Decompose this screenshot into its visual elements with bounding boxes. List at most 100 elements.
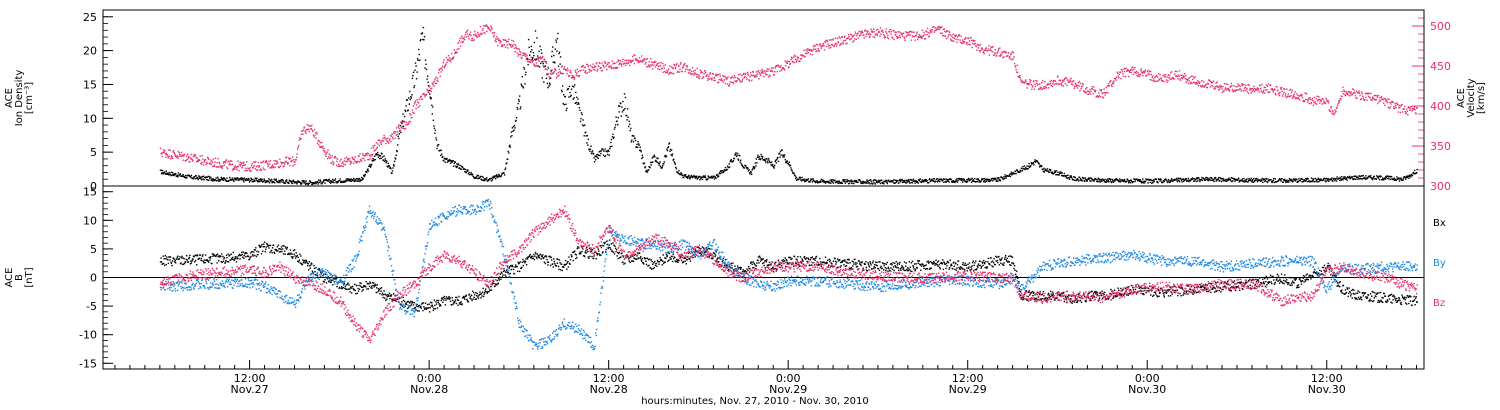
data-point: [1393, 177, 1395, 179]
data-point: [815, 181, 817, 183]
data-point: [1168, 74, 1171, 77]
data-point: [1081, 180, 1083, 182]
data-point: [557, 65, 560, 67]
data-point: [668, 143, 670, 145]
data-point: [1272, 91, 1274, 93]
data-point: [509, 44, 511, 47]
data-point: [862, 32, 864, 34]
data-point: [451, 161, 453, 163]
data-point: [1132, 66, 1134, 68]
data-point: [909, 182, 911, 184]
data-point: [741, 80, 743, 82]
data-point: [737, 78, 739, 80]
data-point: [538, 66, 541, 68]
data-point: [509, 43, 511, 46]
data-point: [185, 261, 187, 263]
data-point: [1041, 81, 1043, 84]
data-point: [665, 155, 668, 158]
data-point: [190, 158, 192, 160]
data-point: [589, 150, 591, 152]
data-point: [462, 166, 464, 168]
data-point: [768, 160, 771, 163]
data-point: [337, 163, 340, 165]
data-point: [778, 153, 780, 155]
data-point: [1113, 180, 1115, 183]
data-point: [469, 33, 471, 35]
data-point: [680, 173, 683, 175]
data-point: [296, 183, 298, 185]
data-point: [882, 181, 884, 184]
data-point: [1232, 180, 1234, 182]
data-point: [659, 161, 661, 163]
series-Bx-dots: [159, 239, 1418, 313]
data-point: [997, 178, 999, 180]
data-point: [665, 154, 667, 157]
data-point: [518, 53, 520, 56]
data-point: [1000, 53, 1002, 55]
data-point: [610, 65, 612, 67]
data-point: [474, 177, 476, 179]
data-point: [1254, 87, 1256, 90]
data-point: [548, 85, 550, 87]
data-point: [873, 182, 875, 184]
data-point: [453, 56, 455, 58]
data-point: [684, 175, 686, 177]
data-point: [1089, 180, 1091, 182]
data-point: [797, 56, 799, 59]
data-point: [354, 160, 356, 162]
data-point: [441, 67, 443, 69]
data-point: [251, 164, 253, 167]
data-point: [363, 174, 365, 176]
data-point: [653, 156, 655, 158]
data-point: [680, 62, 682, 64]
data-point: [574, 69, 576, 72]
data-point: [897, 31, 899, 33]
data-point: [439, 149, 441, 152]
data-point: [331, 181, 333, 183]
data-point: [1245, 180, 1248, 183]
data-point: [841, 182, 843, 184]
data-point: [1218, 89, 1220, 91]
data-point: [206, 176, 208, 178]
data-point: [578, 103, 580, 105]
data-point: [1036, 80, 1038, 82]
data-point: [414, 69, 416, 71]
data-point: [1182, 76, 1184, 78]
data-point: [726, 77, 728, 80]
data-point: [952, 180, 954, 182]
data-point: [1065, 177, 1068, 179]
data-point: [1206, 179, 1208, 181]
data-point: [512, 125, 515, 128]
data-point: [1246, 178, 1248, 180]
data-point: [1076, 178, 1078, 181]
data-point: [558, 74, 560, 76]
data-point: [1011, 174, 1013, 176]
data-point: [1054, 170, 1056, 172]
data-point: [1372, 178, 1374, 181]
data-point: [219, 180, 221, 182]
data-point: [452, 58, 454, 60]
data-point: [187, 153, 189, 156]
data-point: [249, 179, 252, 181]
data-point: [1263, 86, 1265, 89]
data-point: [477, 33, 480, 35]
data-point: [734, 153, 737, 155]
data-point: [250, 170, 252, 172]
data-point: [1408, 177, 1410, 179]
data-point: [506, 162, 508, 164]
data-point: [691, 176, 694, 179]
data-point: [599, 150, 602, 152]
data-point: [810, 178, 812, 180]
data-point: [1014, 170, 1017, 173]
data-point: [876, 34, 879, 37]
data-point: [436, 79, 438, 82]
data-point: [187, 261, 189, 263]
data-point: [453, 165, 455, 167]
data-point: [828, 45, 830, 47]
data-point: [1221, 91, 1224, 93]
data-point: [887, 34, 889, 36]
data-point: [830, 182, 832, 184]
data-point: [447, 159, 449, 162]
data-point: [947, 34, 950, 36]
data-point: [419, 105, 421, 107]
